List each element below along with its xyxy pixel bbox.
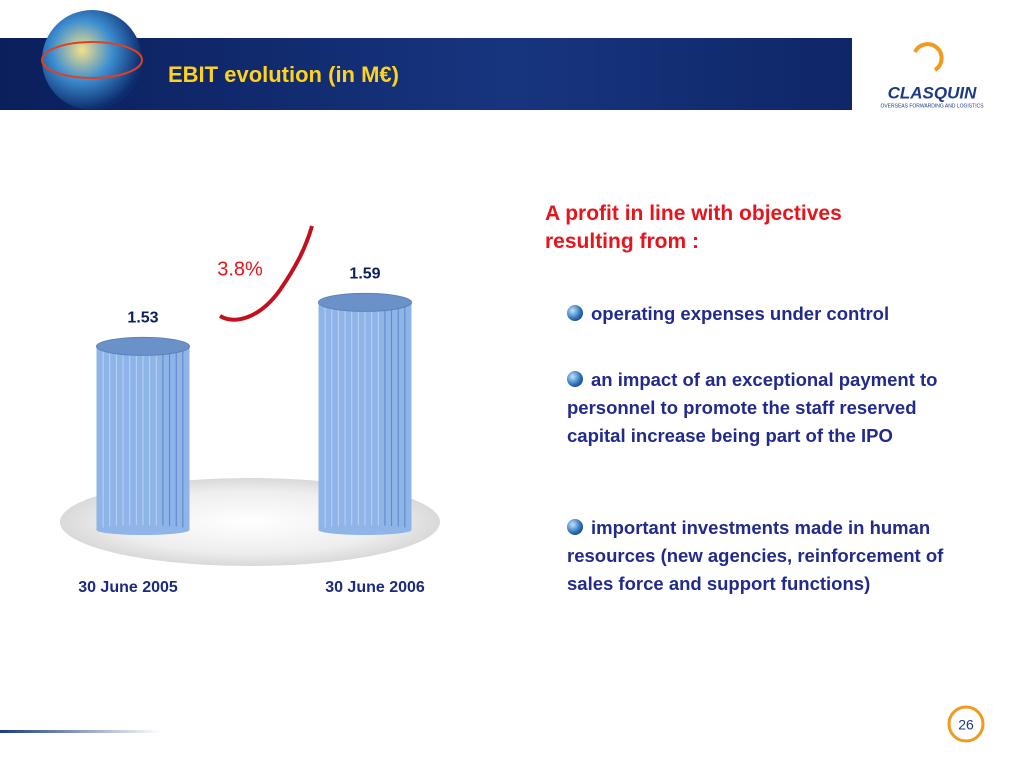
logo-tagline: OVERSEAS FORWARDING AND LOGISTICS xyxy=(880,103,984,109)
bullet: operating expenses under control xyxy=(567,300,977,328)
globe-ring xyxy=(41,41,143,79)
bar-bottom xyxy=(318,525,412,535)
x-tick-label: 30 June 2006 xyxy=(325,579,425,596)
globe xyxy=(42,10,142,110)
bullet-icon xyxy=(567,519,583,535)
growth-annotation: 3.8% xyxy=(217,258,263,280)
page-badge xyxy=(947,705,985,743)
bullet-icon xyxy=(567,371,583,387)
bullet: an impact of an exceptional payment to p… xyxy=(567,366,977,450)
page-number: 26 xyxy=(958,717,974,733)
heading: A profit in line with objectives resulti… xyxy=(545,202,842,253)
footer-line xyxy=(0,730,160,733)
bar-bottom xyxy=(96,525,190,535)
bullet-icon xyxy=(567,305,583,321)
x-tick-label: 30 June 2005 xyxy=(78,579,178,596)
bullet-text: an impact of an exceptional payment to p… xyxy=(567,369,938,446)
growth-swoosh xyxy=(218,225,314,322)
bullet-text: important investments made in human reso… xyxy=(567,517,944,594)
bar-top xyxy=(96,336,190,356)
bar-top xyxy=(318,292,412,312)
value-label: 1.59 xyxy=(349,266,380,283)
slide-title: EBIT evolution (in M€) xyxy=(168,62,399,87)
value-label: 1.53 xyxy=(127,310,158,327)
bullet: important investments made in human reso… xyxy=(567,514,977,598)
logo-swirl xyxy=(913,42,944,72)
logo-name: CLASQUIN xyxy=(888,83,978,102)
bullet-text: operating expenses under control xyxy=(591,303,890,324)
